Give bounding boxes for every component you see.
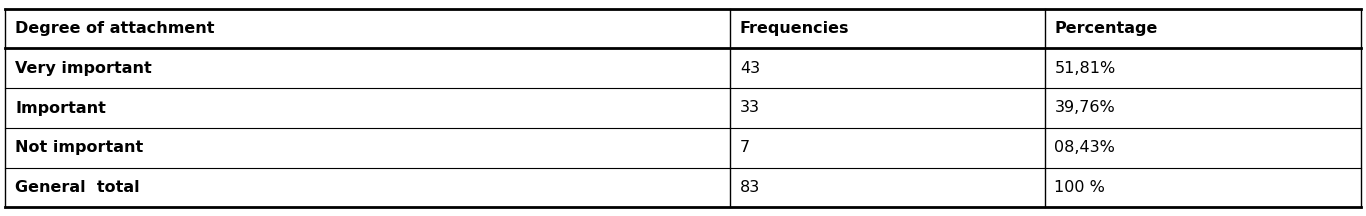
- Text: 83: 83: [740, 180, 761, 195]
- Text: 33: 33: [740, 100, 759, 116]
- Text: Degree of attachment: Degree of attachment: [15, 21, 214, 36]
- Text: 43: 43: [740, 61, 759, 76]
- Text: Percentage: Percentage: [1055, 21, 1158, 36]
- Text: Not important: Not important: [15, 140, 143, 155]
- Text: Important: Important: [15, 100, 107, 116]
- Text: Frequencies: Frequencies: [740, 21, 850, 36]
- Text: 39,76%: 39,76%: [1055, 100, 1115, 116]
- Text: 51,81%: 51,81%: [1055, 61, 1116, 76]
- Text: Very important: Very important: [15, 61, 152, 76]
- Text: 100 %: 100 %: [1055, 180, 1105, 195]
- Text: General  total: General total: [15, 180, 139, 195]
- Text: 08,43%: 08,43%: [1055, 140, 1115, 155]
- Text: 7: 7: [740, 140, 750, 155]
